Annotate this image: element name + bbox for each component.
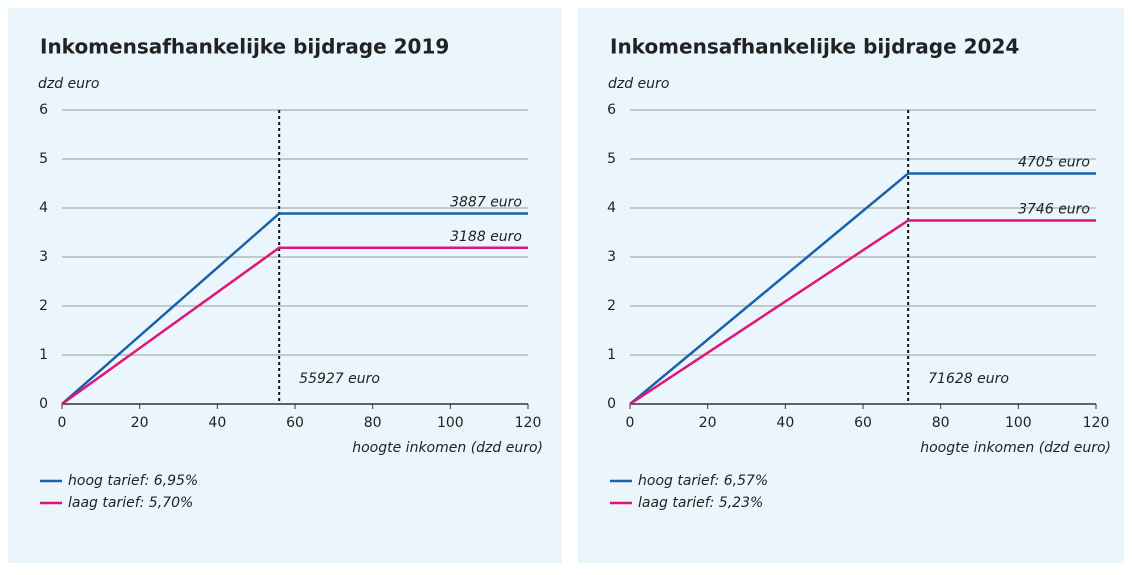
x-tick-label: 40 <box>208 415 226 431</box>
x-tick-label: 40 <box>776 415 794 431</box>
value-label: 3887 euro <box>450 195 522 211</box>
y-tick-label: 6 <box>607 102 616 118</box>
y-tick-label: 5 <box>39 151 48 167</box>
legend-label: laag tarief: 5,23% <box>638 495 763 511</box>
x-axis-label: hoogte inkomen (dzd euro) <box>920 440 1111 456</box>
panel <box>578 8 1124 563</box>
panel <box>8 8 562 563</box>
reference-label: 71628 euro <box>928 371 1009 387</box>
y-tick-label: 2 <box>607 298 616 314</box>
y-tick-label: 0 <box>39 396 48 412</box>
y-tick-label: 1 <box>39 347 48 363</box>
x-tick-label: 20 <box>699 415 717 431</box>
y-tick-label: 3 <box>607 249 616 265</box>
line <box>61 246 528 406</box>
x-tick-label: 120 <box>515 415 542 431</box>
x-tick-label: 0 <box>58 415 67 431</box>
x-tick-label: 60 <box>854 415 872 431</box>
chart-title: Inkomensafhankelijke bijdrage 2024 <box>610 35 1019 59</box>
chart-title: Inkomensafhankelijke bijdrage 2019 <box>40 35 449 59</box>
y-tick-label: 3 <box>39 249 48 265</box>
x-tick-label: 80 <box>932 415 950 431</box>
y-tick-label: 4 <box>39 200 48 216</box>
y-tick-label: 1 <box>607 347 616 363</box>
y-tick-label: 6 <box>39 102 48 118</box>
x-axis-label: hoogte inkomen (dzd euro) <box>352 440 543 456</box>
legend-label: hoog tarief: 6,95% <box>68 473 198 489</box>
x-tick-label: 60 <box>286 415 304 431</box>
value-label: 3746 euro <box>1018 201 1090 217</box>
legend-label: laag tarief: 5,70% <box>68 495 193 511</box>
line <box>629 219 1096 406</box>
x-tick-label: 0 <box>626 415 635 431</box>
line <box>629 172 1096 405</box>
reference-label: 55927 euro <box>299 371 380 387</box>
x-tick-label: 20 <box>131 415 149 431</box>
y-axis-label: dzd euro <box>608 76 669 92</box>
x-tick-label: 120 <box>1083 415 1110 431</box>
y-axis-label: dzd euro <box>38 76 99 92</box>
y-tick-label: 5 <box>607 151 616 167</box>
y-tick-label: 2 <box>39 298 48 314</box>
x-tick-label: 100 <box>1005 415 1032 431</box>
value-label: 3188 euro <box>450 229 522 245</box>
y-tick-label: 0 <box>607 396 616 412</box>
y-tick-label: 4 <box>607 200 616 216</box>
legend-label: hoog tarief: 6,57% <box>638 473 768 489</box>
x-tick-label: 100 <box>437 415 464 431</box>
line <box>61 212 528 405</box>
value-label: 4705 euro <box>1018 154 1090 170</box>
x-tick-label: 80 <box>364 415 382 431</box>
